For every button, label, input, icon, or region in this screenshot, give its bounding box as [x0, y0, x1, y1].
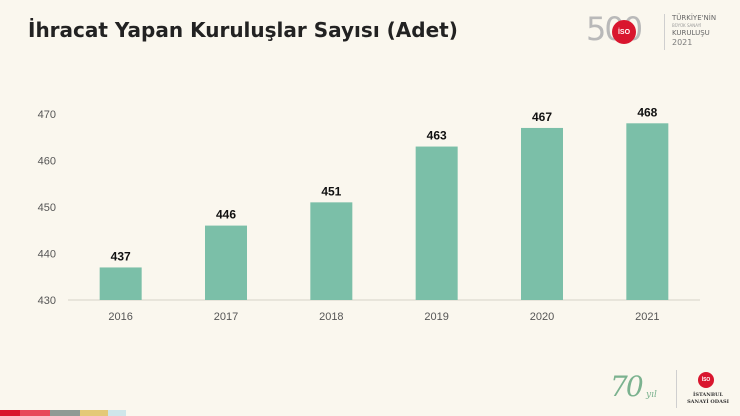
logo-line3: KURULUŞU	[672, 29, 710, 37]
logo-divider	[664, 14, 665, 50]
color-strip-segment	[20, 410, 50, 416]
x-tick-label: 2020	[530, 311, 554, 323]
data-label-2021: 468	[637, 105, 657, 119]
bar-2017	[205, 225, 247, 300]
x-tick-label: 2021	[635, 311, 659, 323]
page-title: İhracat Yapan Kuruluşlar Sayısı (Adet)	[28, 18, 458, 42]
iso-name-line1: İSTANBUL	[693, 392, 723, 398]
logo-line1: TÜRKİYE'NİN	[672, 14, 717, 22]
bar-2016	[99, 267, 142, 300]
color-strip-segment	[108, 410, 126, 416]
color-strip-segment	[0, 410, 20, 416]
data-label-2020: 467	[532, 110, 552, 124]
logo-line2: BÜYÜK SANAYİ	[672, 23, 702, 28]
isi-500-logo: 500 İSO TÜRKİYE'NİN BÜYÜK SANAYİ KURULUŞ…	[586, 10, 736, 54]
anniversary-number: 70	[610, 370, 644, 403]
bar-2021	[626, 123, 669, 300]
logo-text: TÜRKİYE'NİN BÜYÜK SANAYİ KURULUŞU 2021	[672, 14, 716, 47]
y-tick-label: 450	[38, 202, 56, 214]
x-tick-label: 2017	[214, 311, 238, 323]
data-label-2019: 463	[427, 129, 447, 143]
data-label-2017: 446	[216, 208, 236, 222]
iso-seal-icon: İSO	[612, 20, 636, 44]
iso-seal-icon: İSO	[698, 372, 714, 388]
y-tick-label: 440	[38, 249, 56, 261]
iso-70-year-logo: 70 yıl İSO İSTANBUL SANAYİ ODASI	[606, 368, 736, 412]
color-strip-segment	[80, 410, 108, 416]
x-tick-label: 2018	[319, 311, 343, 323]
iso-name: İSTANBUL SANAYİ ODASI	[686, 392, 730, 406]
iso-name-line2: SANAYİ ODASI	[687, 399, 729, 405]
y-tick-label: 470	[38, 109, 56, 121]
data-label-2018: 451	[321, 184, 341, 198]
data-label-2016: 437	[111, 249, 131, 263]
logo-divider	[676, 370, 677, 408]
x-tick-label: 2019	[424, 311, 448, 323]
y-tick-label: 430	[38, 295, 56, 307]
bottom-color-strip	[0, 410, 126, 416]
x-tick-label: 2016	[108, 311, 132, 323]
logo-year: 2021	[672, 38, 693, 47]
bar-2018	[310, 202, 353, 300]
bar-2020	[521, 127, 563, 300]
anniversary-suffix: yıl	[646, 390, 657, 400]
bar-2019	[415, 146, 458, 300]
color-strip-segment	[50, 410, 80, 416]
y-tick-label: 460	[38, 156, 56, 168]
